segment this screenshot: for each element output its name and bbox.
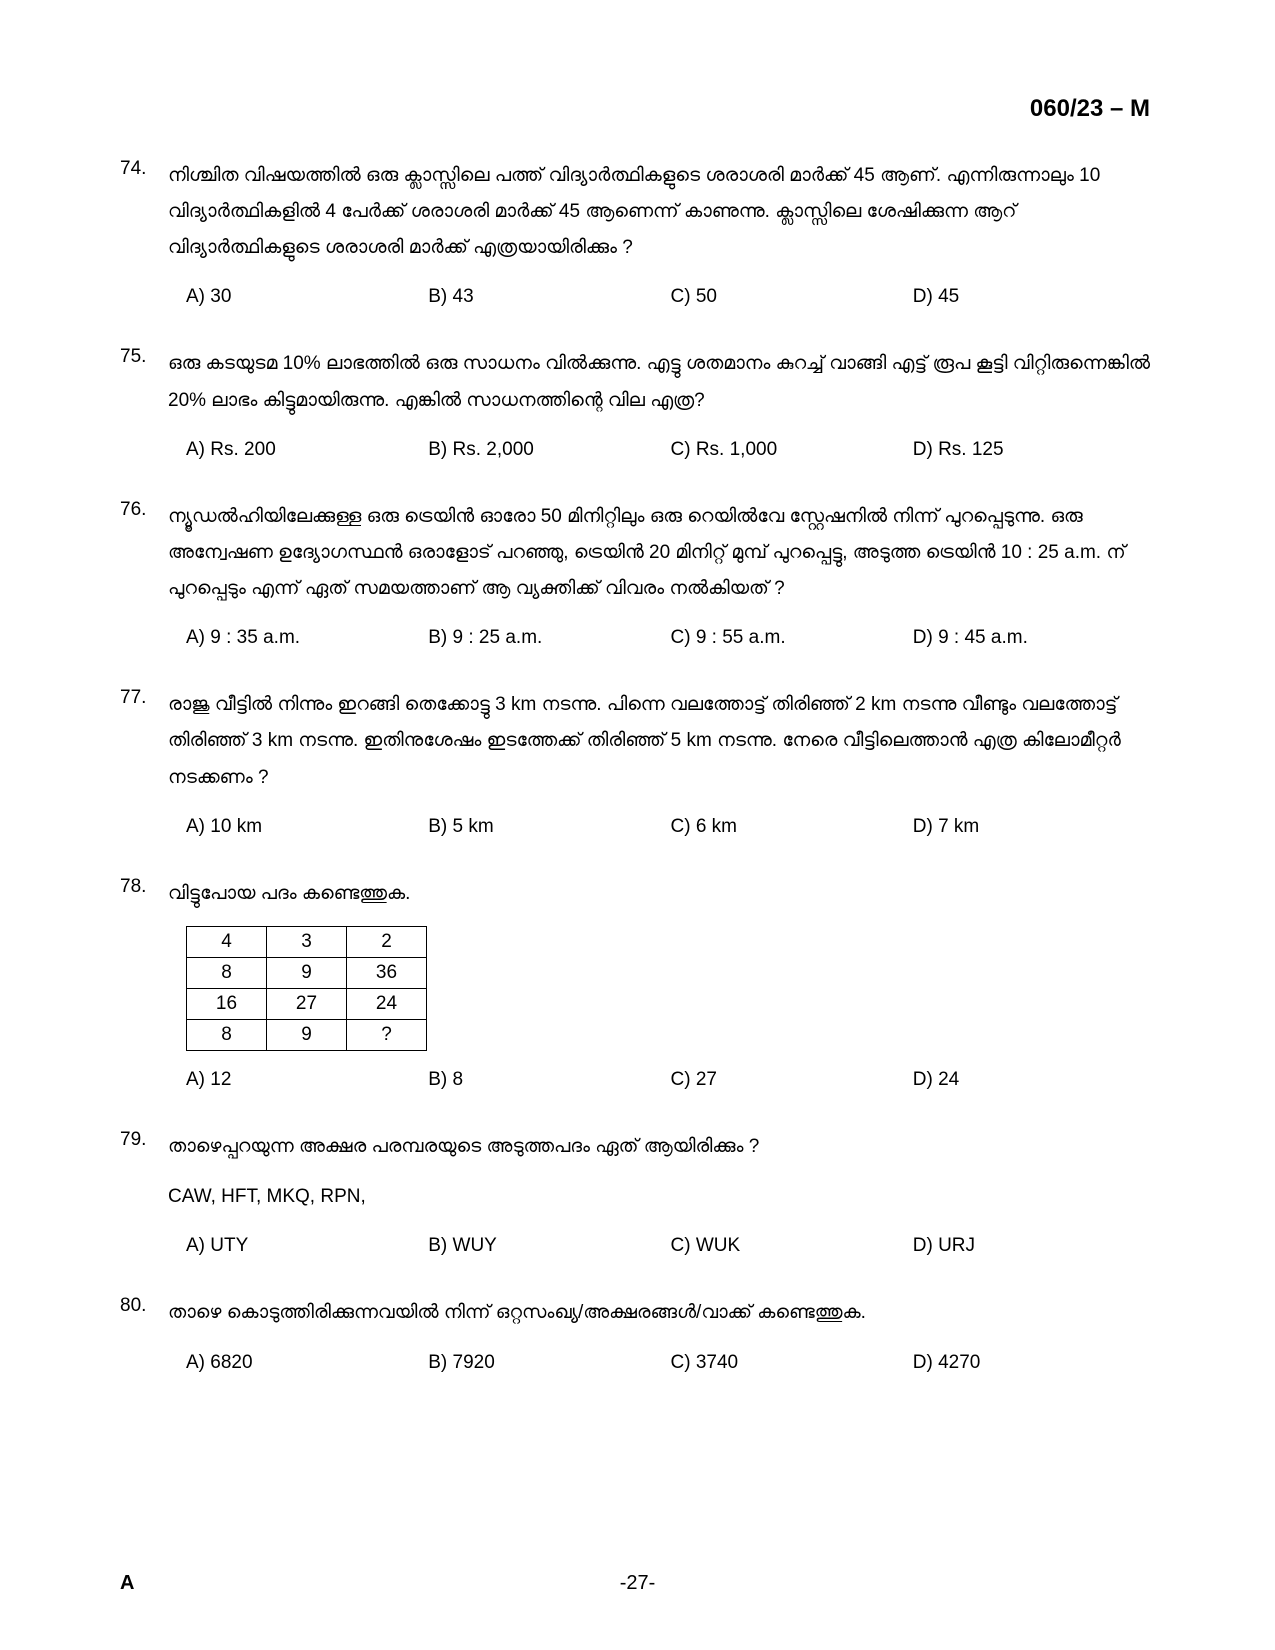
option-a: A) 6820: [168, 1346, 428, 1380]
option-d: D) 4270: [913, 1346, 1155, 1380]
question-number: 76.: [120, 499, 168, 521]
table-cell: 8: [187, 957, 267, 988]
question-number: 78.: [120, 876, 168, 898]
question-number: 75.: [120, 346, 168, 368]
table-cell: 3: [267, 926, 347, 957]
option-c: C) Rs. 1,000: [671, 433, 913, 467]
question-content: ന്യൂഡൽഹിയിലേക്കുള്ള ഒരു ട്രെയിൻ ഓരോ 50 മ…: [168, 499, 1155, 655]
options-row: A) 6820 B) 7920 C) 3740 D) 4270: [168, 1346, 1155, 1380]
question-content: വിട്ടുപോയ പദം കണ്ടെത്തുക. 4 3 2 8 9 36 1…: [168, 876, 1155, 1097]
question-content: താഴെ കൊടുത്തിരിക്കുന്നവയിൽ നിന്ന് ഒറ്റസം…: [168, 1295, 1155, 1379]
footer-series: A: [120, 1572, 134, 1595]
table-cell: 2: [347, 926, 427, 957]
options-row: A) 30 B) 43 C) 50 D) 45: [168, 280, 1155, 314]
option-d: D) 45: [913, 280, 1155, 314]
question-content: രാജു വീട്ടിൽ നിന്നും ഇറങ്ങി തെക്കോട്ടു 3…: [168, 687, 1155, 843]
table-row: 16 27 24: [187, 988, 427, 1019]
options-row: A) 10 km B) 5 km C) 6 km D) 7 km: [168, 810, 1155, 844]
option-a: A) 12: [168, 1063, 428, 1097]
option-b: B) 43: [428, 280, 670, 314]
table-row: 8 9 36: [187, 957, 427, 988]
table-cell: 8: [187, 1019, 267, 1050]
question-76: 76. ന്യൂഡൽഹിയിലേക്കുള്ള ഒരു ട്രെയിൻ ഓരോ …: [120, 499, 1155, 655]
question-text: രാജു വീട്ടിൽ നിന്നും ഇറങ്ങി തെക്കോട്ടു 3…: [168, 687, 1155, 795]
option-c: C) 27: [671, 1063, 913, 1097]
question-74: 74. നിശ്ചിത വിഷയത്തിൽ ഒരു ക്ലാസ്സിലെ പത്…: [120, 158, 1155, 314]
page-header: 060/23 – M: [120, 95, 1155, 123]
question-text: താഴെപ്പറയുന്ന അക്ഷര പരമ്പരയുടെ അടുത്തപദം…: [168, 1129, 1155, 1165]
question-number: 74.: [120, 158, 168, 180]
question-content: ഒരു കടയുടമ 10% ലാഭത്തിൽ ഒരു സാധനം വിൽക്ക…: [168, 346, 1155, 466]
option-b: B) 7920: [428, 1346, 670, 1380]
options-row: A) Rs. 200 B) Rs. 2,000 C) Rs. 1,000 D) …: [168, 433, 1155, 467]
option-a: A) 9 : 35 a.m.: [168, 621, 428, 655]
table-cell: 24: [347, 988, 427, 1019]
question-number: 80.: [120, 1295, 168, 1317]
question-content: താഴെപ്പറയുന്ന അക്ഷര പരമ്പരയുടെ അടുത്തപദം…: [168, 1129, 1155, 1263]
option-d: D) 7 km: [913, 810, 1155, 844]
option-a: A) 30: [168, 280, 428, 314]
table-cell: 27: [267, 988, 347, 1019]
number-table: 4 3 2 8 9 36 16 27 24 8 9 ?: [186, 926, 427, 1051]
exam-code: 060/23 – M: [1030, 95, 1150, 122]
options-row: A) 9 : 35 a.m. B) 9 : 25 a.m. C) 9 : 55 …: [168, 621, 1155, 655]
question-80: 80. താഴെ കൊടുത്തിരിക്കുന്നവയിൽ നിന്ന് ഒറ…: [120, 1295, 1155, 1379]
question-text: ന്യൂഡൽഹിയിലേക്കുള്ള ഒരു ട്രെയിൻ ഓരോ 50 മ…: [168, 499, 1155, 607]
option-a: A) 10 km: [168, 810, 428, 844]
question-text: നിശ്ചിത വിഷയത്തിൽ ഒരു ക്ലാസ്സിലെ പത്ത് വ…: [168, 158, 1155, 266]
option-c: C) 50: [671, 280, 913, 314]
option-a: A) UTY: [168, 1229, 428, 1263]
question-75: 75. ഒരു കടയുടമ 10% ലാഭത്തിൽ ഒരു സാധനം വി…: [120, 346, 1155, 466]
question-text: ഒരു കടയുടമ 10% ലാഭത്തിൽ ഒരു സാധനം വിൽക്ക…: [168, 346, 1155, 418]
table-cell: 4: [187, 926, 267, 957]
page-number: -27-: [620, 1572, 656, 1595]
option-b: B) Rs. 2,000: [428, 433, 670, 467]
question-text: താഴെ കൊടുത്തിരിക്കുന്നവയിൽ നിന്ന് ഒറ്റസം…: [168, 1295, 1155, 1331]
option-c: C) 9 : 55 a.m.: [671, 621, 913, 655]
question-number: 77.: [120, 687, 168, 709]
question-78: 78. വിട്ടുപോയ പദം കണ്ടെത്തുക. 4 3 2 8 9 …: [120, 876, 1155, 1097]
question-text: വിട്ടുപോയ പദം കണ്ടെത്തുക.: [168, 876, 1155, 912]
option-c: C) 3740: [671, 1346, 913, 1380]
option-d: D) URJ: [913, 1229, 1155, 1263]
table-row: 8 9 ?: [187, 1019, 427, 1050]
option-c: C) WUK: [671, 1229, 913, 1263]
table-cell: 16: [187, 988, 267, 1019]
option-d: D) Rs. 125: [913, 433, 1155, 467]
table-cell: 9: [267, 957, 347, 988]
options-row: A) UTY B) WUY C) WUK D) URJ: [168, 1229, 1155, 1263]
option-d: D) 9 : 45 a.m.: [913, 621, 1155, 655]
table-cell: 9: [267, 1019, 347, 1050]
option-b: B) 9 : 25 a.m.: [428, 621, 670, 655]
option-c: C) 6 km: [671, 810, 913, 844]
table-row: 4 3 2: [187, 926, 427, 957]
question-content: നിശ്ചിത വിഷയത്തിൽ ഒരു ക്ലാസ്സിലെ പത്ത് വ…: [168, 158, 1155, 314]
option-b: B) 8: [428, 1063, 670, 1097]
question-77: 77. രാജു വീട്ടിൽ നിന്നും ഇറങ്ങി തെക്കോട്…: [120, 687, 1155, 843]
option-d: D) 24: [913, 1063, 1155, 1097]
table-cell: ?: [347, 1019, 427, 1050]
option-a: A) Rs. 200: [168, 433, 428, 467]
sequence-text: CAW, HFT, MKQ, RPN,: [168, 1179, 1155, 1215]
question-number: 79.: [120, 1129, 168, 1151]
question-79: 79. താഴെപ്പറയുന്ന അക്ഷര പരമ്പരയുടെ അടുത്…: [120, 1129, 1155, 1263]
options-row: A) 12 B) 8 C) 27 D) 24: [168, 1063, 1155, 1097]
page-footer: A -27-: [120, 1572, 1155, 1595]
option-b: B) 5 km: [428, 810, 670, 844]
option-b: B) WUY: [428, 1229, 670, 1263]
table-cell: 36: [347, 957, 427, 988]
